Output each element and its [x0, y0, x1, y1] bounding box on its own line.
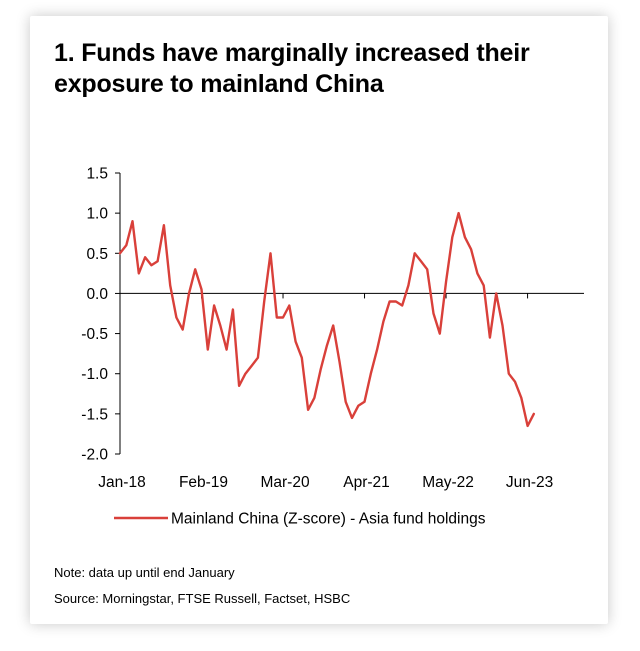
- y-tick-label: 0.5: [86, 246, 108, 263]
- chart-title: 1. Funds have marginally increased their…: [54, 39, 530, 98]
- x-tick-label: Jun-23: [506, 474, 553, 491]
- x-tick-label: May-22: [422, 474, 474, 491]
- y-tick-label: -1.5: [81, 406, 108, 423]
- y-axis-tick-labels: 1.5 1.0 0.5 0.0 -0.5 -1.0 -1.5 -2.0: [81, 166, 108, 464]
- y-tick-label: -1.0: [81, 366, 108, 383]
- x-axis-tick-labels: Jan-18 Feb-19 Mar-20 Apr-21 May-22 Jun-23: [98, 474, 553, 491]
- legend: Mainland China (Z-score) - Asia fund hol…: [114, 511, 486, 528]
- y-tick-label: 1.5: [86, 166, 108, 183]
- x-tick-label: Jan-18: [98, 474, 145, 491]
- chart-note: Note: data up until end January: [54, 565, 235, 580]
- chart-card: 1. Funds have marginally increased their…: [30, 16, 608, 624]
- y-tick-label: -2.0: [81, 447, 108, 464]
- y-axis-tick-marks: [115, 172, 120, 455]
- x-tick-label: Mar-20: [260, 474, 309, 491]
- x-tick-label: Apr-21: [343, 474, 390, 491]
- y-tick-label: 1.0: [86, 206, 108, 223]
- chart-source: Source: Morningstar, FTSE Russell, Facts…: [54, 591, 351, 606]
- y-tick-label: -0.5: [81, 326, 108, 343]
- line-chart: 1.5 1.0 0.5 0.0 -0.5 -1.0 -1.5 -2.0 Jan-18 Feb-1…: [81, 166, 584, 528]
- y-tick-label: 0.0: [86, 286, 108, 303]
- x-axis-tick-marks: [119, 293, 529, 299]
- x-tick-label: Feb-19: [179, 474, 228, 491]
- series-line-mainland-china: [118, 211, 535, 428]
- legend-label: Mainland China (Z-score) - Asia fund hol…: [171, 511, 486, 528]
